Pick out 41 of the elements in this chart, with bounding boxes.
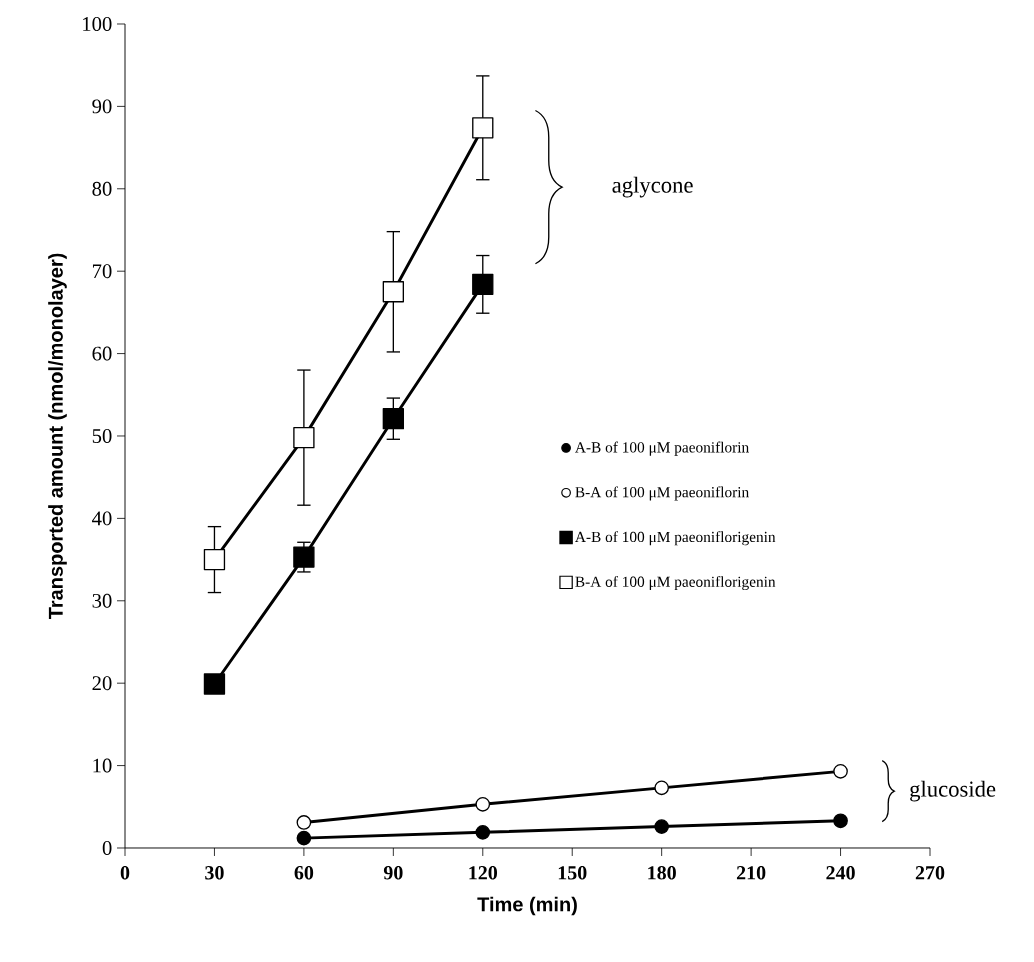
point — [475, 824, 491, 840]
x-tick-label: 0 — [120, 866, 130, 880]
legend-label: A-B of 100 μM paeoniflorigenin — [575, 531, 776, 546]
point — [833, 813, 848, 829]
y-tick-label: 0 — [102, 841, 112, 855]
legend-label: B-A of 100 μM paeoniflorin — [575, 486, 749, 501]
point — [833, 764, 848, 779]
x-tick-label: 210 — [736, 866, 766, 880]
legend-label: B-A of 100 μM paeoniflorigenin — [575, 575, 776, 591]
y-tick-label: 30 — [92, 593, 112, 608]
point — [382, 408, 405, 430]
x-tick-label: 150 — [558, 866, 587, 880]
x-tick-label: 270 — [915, 866, 945, 880]
legend-label: A-B of 100 μM paeoniflorin — [575, 441, 749, 456]
point — [296, 815, 312, 830]
y-tick-label: 70 — [92, 264, 112, 279]
point — [475, 796, 491, 812]
annotation: aglycone — [612, 176, 693, 198]
x-tick-label: 60 — [294, 866, 314, 880]
y-tick-label: 60 — [92, 346, 112, 361]
x-tick-label: 240 — [826, 866, 855, 880]
y-tick-label: 20 — [92, 676, 112, 691]
y-tick-label: 80 — [92, 181, 112, 196]
point — [472, 273, 494, 296]
x-axis-title: Time (min) — [477, 896, 577, 916]
point — [654, 780, 670, 796]
point — [203, 673, 226, 695]
y-tick-label: 10 — [93, 758, 112, 773]
x-tick-label: 90 — [383, 866, 403, 880]
point — [654, 819, 670, 834]
y-tick-label: 40 — [92, 511, 112, 526]
y-tick-label: 100 — [83, 17, 112, 31]
y-tick-label: 90 — [92, 99, 112, 114]
x-tick-label: 30 — [205, 866, 224, 880]
annotation: glucoside — [910, 780, 996, 802]
point — [296, 830, 312, 846]
y-tick-label: 50 — [92, 429, 112, 443]
x-tick-label: 120 — [469, 866, 498, 880]
x-tick-label: 180 — [648, 866, 676, 880]
point — [293, 546, 315, 568]
y-axis-title: Transported amount (nmol/monolayer) — [48, 253, 67, 620]
